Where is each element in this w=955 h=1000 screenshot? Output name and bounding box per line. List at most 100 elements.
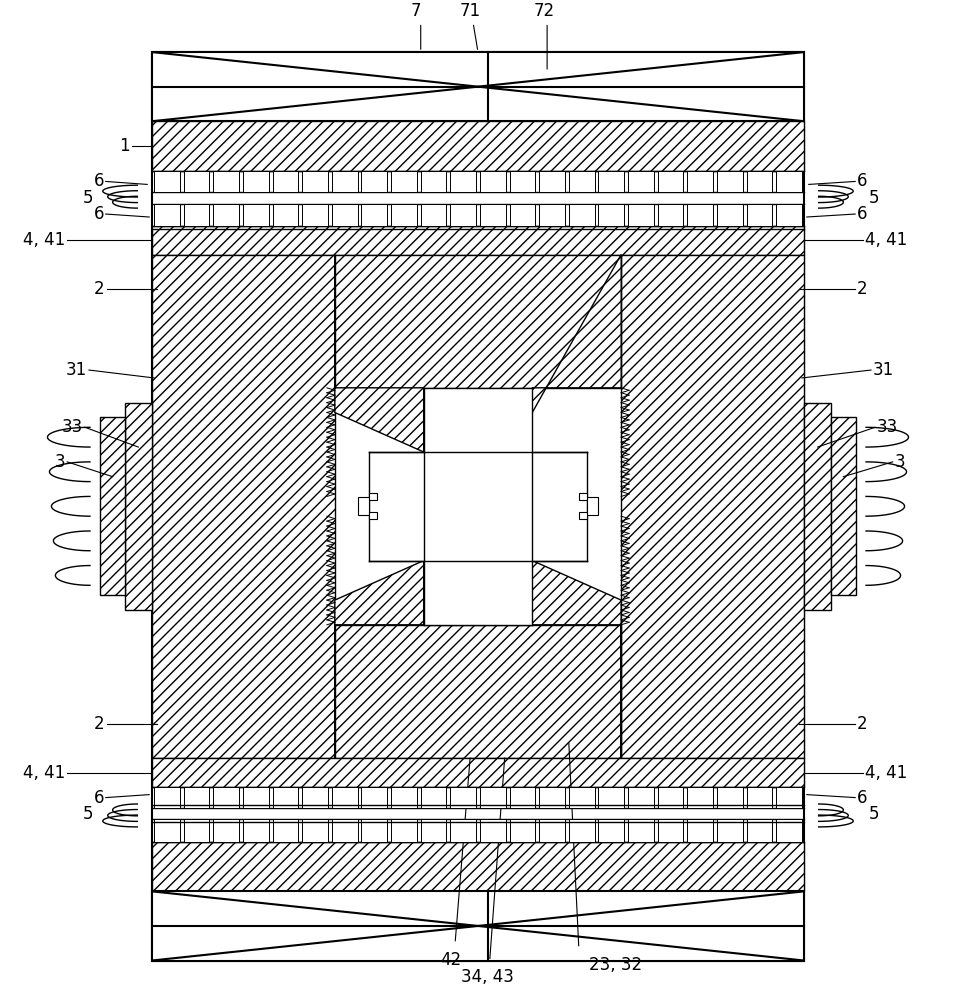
Bar: [362, 787, 387, 808]
Bar: [362, 171, 387, 192]
Bar: [569, 171, 595, 192]
Text: 2: 2: [95, 280, 105, 298]
Text: 2: 2: [858, 280, 868, 298]
Polygon shape: [532, 561, 621, 758]
Bar: [451, 171, 476, 192]
Bar: [579, 512, 586, 519]
Text: 4, 41: 4, 41: [23, 231, 65, 249]
Text: 33: 33: [877, 418, 898, 436]
Text: 5: 5: [869, 805, 880, 823]
Bar: [213, 171, 239, 192]
Bar: [392, 787, 416, 808]
Bar: [658, 787, 684, 808]
Bar: [272, 171, 298, 192]
Bar: [152, 52, 804, 121]
Bar: [357, 497, 370, 515]
Bar: [272, 819, 298, 842]
Polygon shape: [335, 561, 424, 758]
Bar: [658, 171, 684, 192]
Bar: [540, 787, 565, 808]
Bar: [183, 787, 209, 808]
Bar: [213, 787, 239, 808]
Bar: [599, 204, 625, 226]
Bar: [747, 204, 773, 226]
Text: 31: 31: [873, 361, 894, 379]
Text: 4, 41: 4, 41: [865, 764, 907, 782]
Bar: [421, 171, 446, 192]
Bar: [747, 819, 773, 842]
Bar: [100, 417, 124, 595]
Bar: [154, 171, 180, 192]
Bar: [776, 819, 802, 842]
Bar: [331, 171, 357, 192]
Bar: [152, 121, 804, 171]
Text: 5: 5: [82, 805, 93, 823]
Text: 6: 6: [858, 172, 868, 190]
Bar: [717, 171, 743, 192]
Bar: [747, 787, 773, 808]
Text: 71: 71: [459, 2, 480, 20]
Bar: [392, 819, 416, 842]
Bar: [776, 171, 802, 192]
Bar: [272, 204, 298, 226]
Bar: [335, 255, 621, 388]
Bar: [302, 204, 328, 226]
Bar: [154, 819, 180, 842]
Bar: [152, 891, 804, 961]
Bar: [804, 403, 832, 610]
Bar: [599, 819, 625, 842]
Text: 6: 6: [858, 789, 868, 807]
Bar: [832, 417, 857, 595]
Bar: [586, 497, 599, 515]
Bar: [569, 819, 595, 842]
Bar: [510, 171, 535, 192]
Bar: [569, 204, 595, 226]
Text: 31: 31: [66, 361, 87, 379]
Bar: [717, 819, 743, 842]
Text: 5: 5: [82, 189, 93, 207]
Polygon shape: [335, 255, 424, 452]
Bar: [424, 388, 532, 625]
Bar: [579, 493, 586, 500]
Bar: [510, 819, 535, 842]
Polygon shape: [532, 255, 621, 413]
Bar: [183, 819, 209, 842]
Bar: [392, 171, 416, 192]
Bar: [510, 787, 535, 808]
Bar: [335, 625, 621, 758]
Bar: [154, 787, 180, 808]
Text: 6: 6: [95, 172, 105, 190]
Text: 22: 22: [360, 497, 519, 525]
Bar: [152, 842, 804, 891]
Bar: [302, 787, 328, 808]
Bar: [747, 171, 773, 192]
Bar: [628, 787, 654, 808]
Bar: [213, 204, 239, 226]
Bar: [154, 204, 180, 226]
Text: 6: 6: [95, 789, 105, 807]
Bar: [688, 819, 713, 842]
Text: 3: 3: [54, 453, 65, 471]
Text: 5: 5: [869, 189, 880, 207]
Bar: [451, 204, 476, 226]
Bar: [569, 787, 595, 808]
Bar: [599, 171, 625, 192]
Bar: [480, 204, 505, 226]
Text: 2: 2: [95, 715, 105, 733]
Bar: [331, 204, 357, 226]
Text: 4, 41: 4, 41: [865, 231, 907, 249]
Bar: [243, 204, 268, 226]
Bar: [213, 819, 239, 842]
Bar: [183, 171, 209, 192]
Bar: [302, 819, 328, 842]
Bar: [152, 52, 804, 961]
Bar: [451, 787, 476, 808]
Bar: [540, 204, 565, 226]
Bar: [370, 512, 377, 519]
Bar: [421, 204, 446, 226]
Bar: [480, 819, 505, 842]
Text: 33: 33: [62, 418, 83, 436]
Bar: [540, 819, 565, 842]
Text: 3: 3: [895, 453, 905, 471]
Bar: [628, 819, 654, 842]
